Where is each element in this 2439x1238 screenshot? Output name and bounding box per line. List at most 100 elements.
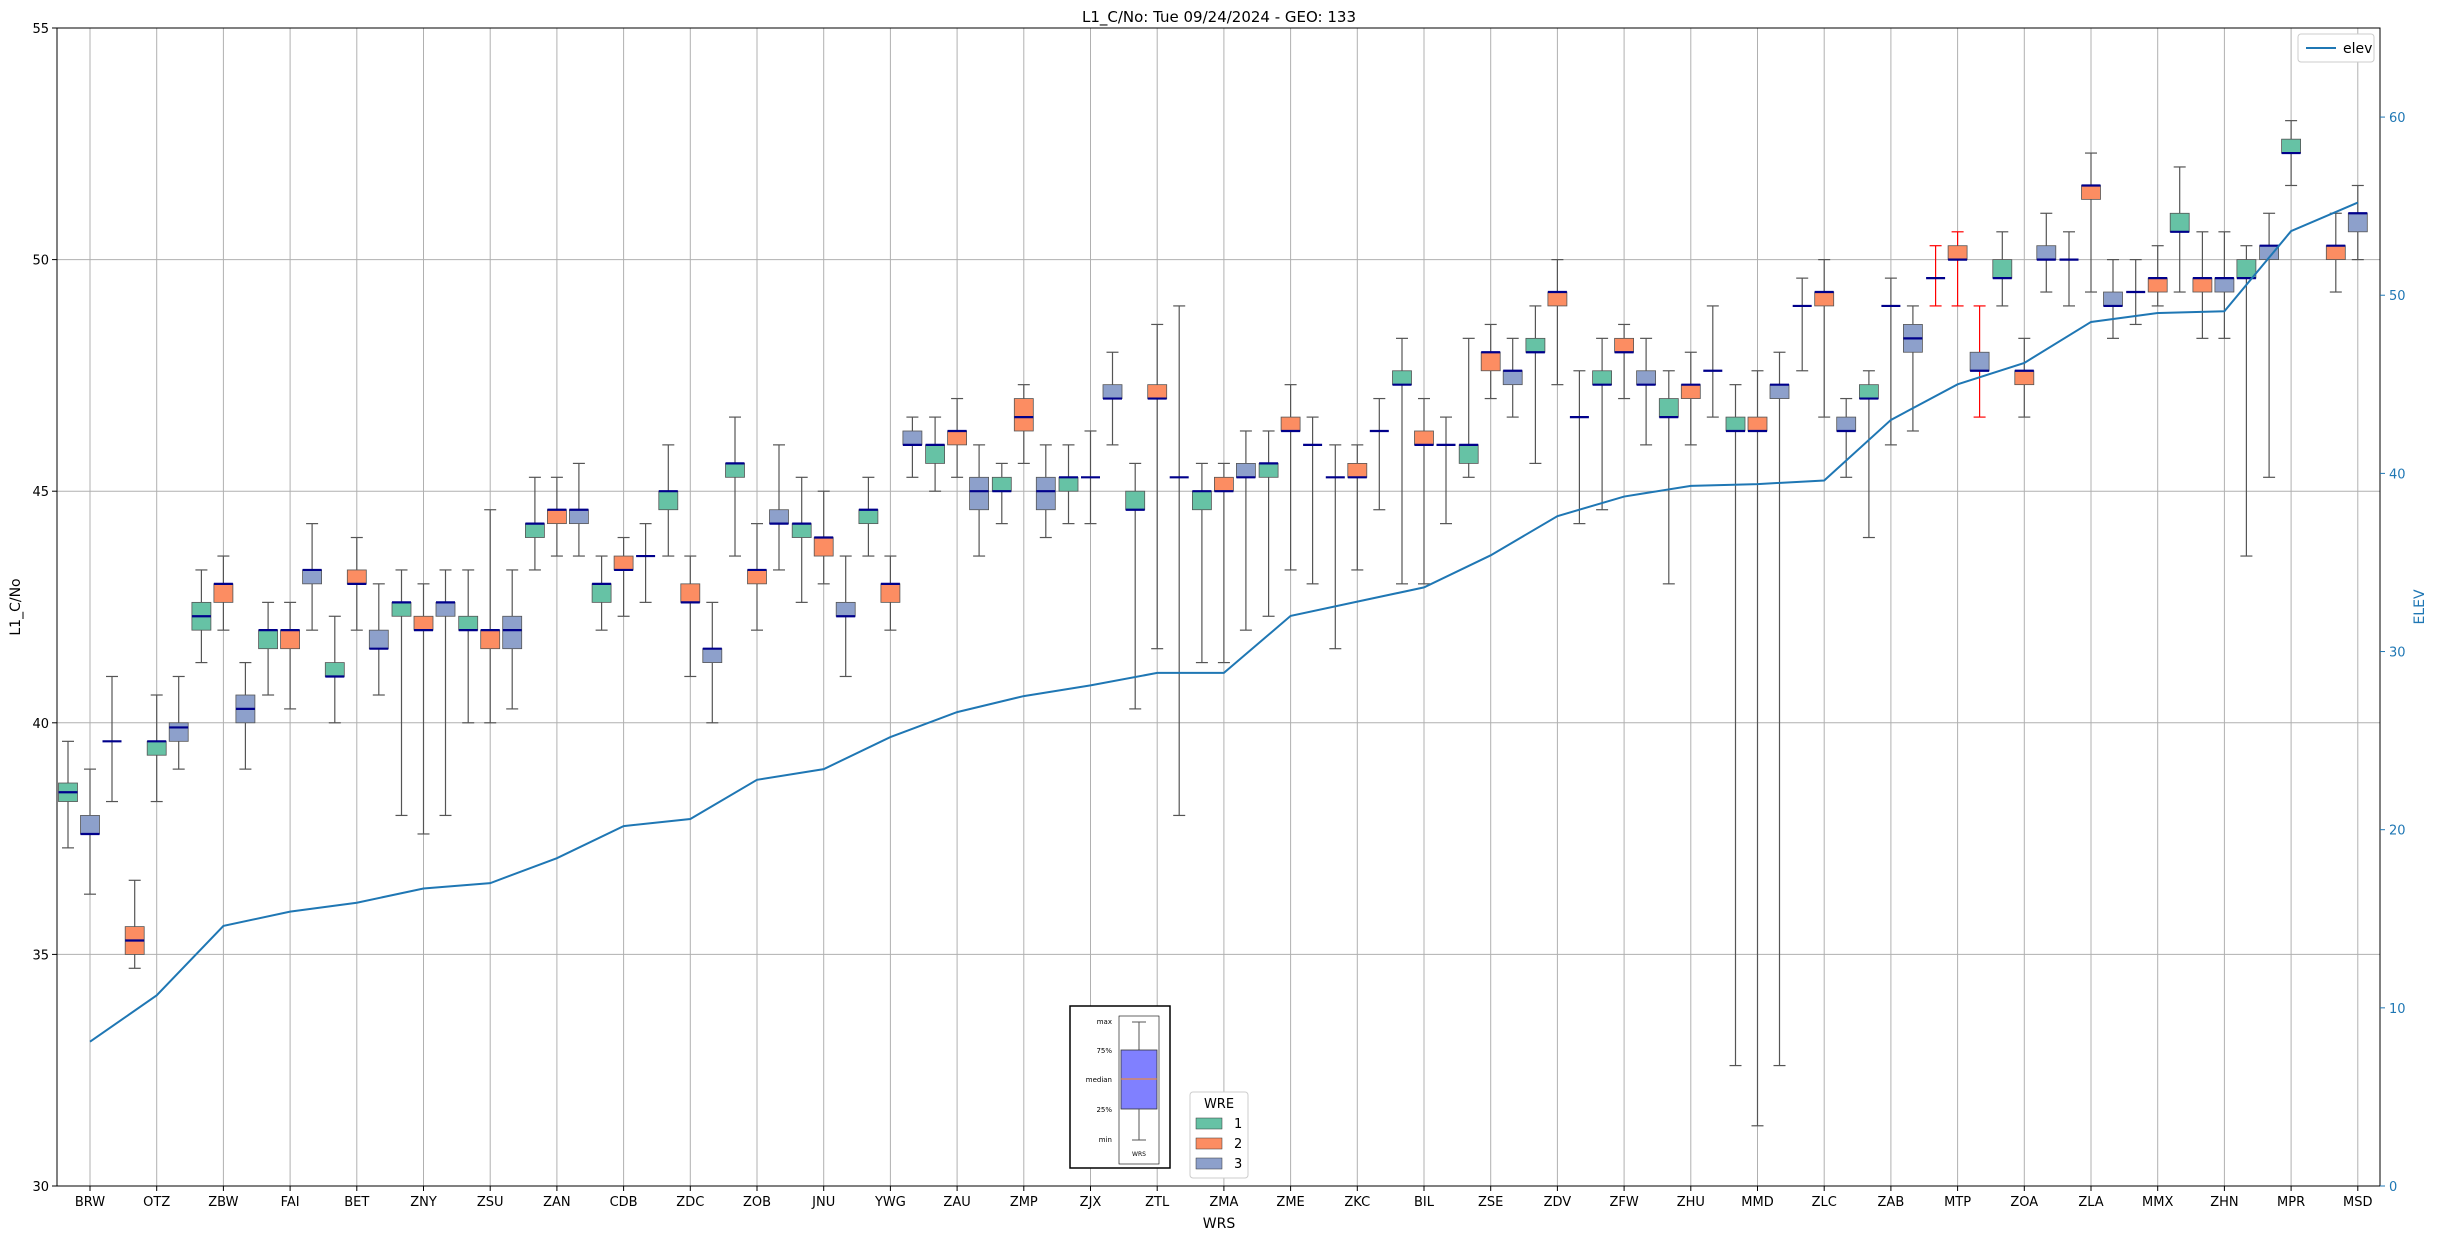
box-body-wre1 xyxy=(1592,370,1612,386)
wre-legend-frame xyxy=(1189,1091,1249,1179)
box-ZTL-1 xyxy=(1147,323,1168,650)
x-tick-label: ZTL xyxy=(1145,1195,1170,1210)
box-body-wre2 xyxy=(213,583,234,603)
box-ZKC-2 xyxy=(1369,397,1389,511)
box-MMX-1 xyxy=(2147,245,2168,307)
box-ZHU-0 xyxy=(1658,370,1679,585)
box-body-wre1 xyxy=(858,509,879,525)
box-body-wre2 xyxy=(1347,463,1368,478)
box-ZAU-1 xyxy=(947,397,967,478)
box-FAI-2 xyxy=(302,523,323,631)
x-tick-label: ZKC xyxy=(1344,1195,1370,1210)
x-tick-label: MSD xyxy=(2343,1195,2372,1210)
box-ZMP-0 xyxy=(991,462,1012,525)
box-body-wre1 xyxy=(1525,337,1546,353)
box-ZNY-0 xyxy=(391,569,412,817)
box-body-wre1 xyxy=(1392,370,1412,386)
box-body-wre3 xyxy=(1769,384,1790,399)
box-BIL-2 xyxy=(1436,416,1456,525)
box-CDB-2 xyxy=(636,523,656,603)
box-body-wre1 xyxy=(1058,476,1079,492)
box-ZOA-2 xyxy=(2036,212,2057,293)
box-body-wre1 xyxy=(258,629,279,650)
box-MSD-1 xyxy=(2347,184,2368,261)
box-ZMP-1 xyxy=(1013,384,1034,465)
box-ZTL-0 xyxy=(1125,462,1146,710)
box-ZDV-2 xyxy=(1569,370,1589,525)
elev-line-layer xyxy=(89,201,2359,1043)
x-tick-label: FAI xyxy=(281,1195,300,1210)
box-body-wre3 xyxy=(1502,370,1523,386)
x-tick-label: BET xyxy=(344,1195,369,1210)
box-ZSU-1 xyxy=(480,509,501,724)
box-body-wre2 xyxy=(613,555,634,571)
box-body-wre2 xyxy=(947,430,967,446)
box-body-wre1 xyxy=(1458,444,1479,464)
box-body-wre2 xyxy=(1747,416,1768,432)
x-tick-label: ZMA xyxy=(1209,1195,1238,1210)
box-ZOA-0 xyxy=(1992,231,2013,307)
box-BIL-1 xyxy=(1414,397,1434,585)
x-tick-label: MPR xyxy=(2277,1195,2305,1210)
box-body-wre2 xyxy=(1280,416,1301,432)
box-ZMA-1 xyxy=(1214,462,1234,664)
box-body-wre3 xyxy=(435,601,456,617)
box-MTP-1 xyxy=(1947,231,1968,307)
box-ZLA-1 xyxy=(2081,152,2101,293)
box-body-wre1 xyxy=(458,615,479,631)
box-body-wre2 xyxy=(1013,398,1034,432)
box-CDB-0 xyxy=(591,555,612,631)
box-body-wre2 xyxy=(480,629,501,650)
box-BRW-1 xyxy=(80,768,100,895)
box-body-wre2 xyxy=(2325,245,2346,260)
box-body-wre3 xyxy=(168,722,189,742)
box-ZFW-2 xyxy=(1636,337,1656,446)
x-tick-label: ZJX xyxy=(1080,1195,1102,1210)
x-tick-label: CDB xyxy=(610,1195,638,1210)
box-ZDC-2 xyxy=(702,601,723,724)
box-body-wre3 xyxy=(1836,416,1857,432)
box-body-wre1 xyxy=(791,523,812,538)
y2-tick-label: 10 xyxy=(2389,1002,2406,1017)
y2-tick-label: 50 xyxy=(2389,289,2406,304)
box-body-wre3 xyxy=(769,509,789,525)
box-body-wre2 xyxy=(1680,384,1701,399)
box-body-wre1 xyxy=(391,601,412,617)
x-tick-label: MTP xyxy=(1944,1195,1971,1210)
box-body-wre2 xyxy=(2081,185,2101,200)
box-ZBW-1 xyxy=(213,555,234,631)
box-ZOB-2 xyxy=(769,444,789,571)
box-body-wre3 xyxy=(2347,212,2368,233)
x-tick-label: ZAU xyxy=(943,1195,970,1210)
box-ZNY-2 xyxy=(435,569,456,817)
boxes-layer xyxy=(58,120,2368,1127)
x-tick-label: ZLA xyxy=(2078,1195,2103,1210)
box-body-wre2 xyxy=(2192,277,2213,293)
box-BRW-2 xyxy=(102,675,122,803)
box-body-wre1 xyxy=(1258,463,1279,478)
x-tick-label: ZOA xyxy=(2010,1195,2038,1210)
box-MMD-1 xyxy=(1747,370,1768,1127)
box-body-wre2 xyxy=(346,569,367,585)
box-body-wre1 xyxy=(1658,398,1679,418)
box-ZSU-2 xyxy=(502,569,523,710)
box-OTZ-0 xyxy=(124,879,145,969)
box-ZFW-1 xyxy=(1614,323,1634,400)
box-OTZ-1 xyxy=(146,694,167,803)
box-ZAB-2 xyxy=(1903,305,1923,432)
box-ZHN-2 xyxy=(2236,245,2257,557)
box-MMX-0 xyxy=(2126,259,2146,326)
box-body-wre3 xyxy=(80,815,100,835)
box-body-wre2 xyxy=(747,569,767,585)
box-BET-0 xyxy=(324,615,345,724)
box-JNU-1 xyxy=(813,490,834,585)
box-key-min-label: min xyxy=(1099,1136,1112,1144)
box-ZDC-1 xyxy=(680,555,701,678)
wre-legend-swatch-1 xyxy=(1195,1117,1223,1130)
y2-tick-label: 30 xyxy=(2389,646,2406,661)
y-tick-label: 50 xyxy=(32,254,49,269)
box-ZDV-1 xyxy=(1547,259,1568,386)
box-ZLA-0 xyxy=(2059,231,2079,307)
box-MTP-2 xyxy=(1969,305,1990,418)
box-ZME-2 xyxy=(1303,416,1323,585)
